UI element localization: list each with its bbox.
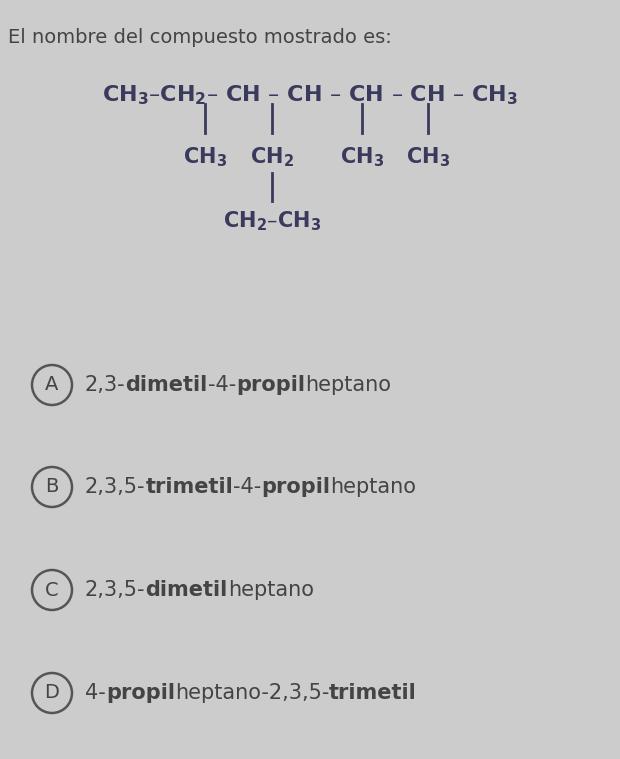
Text: $\mathbf{CH_2}$: $\mathbf{CH_2}$ bbox=[250, 145, 294, 168]
Text: trimetil: trimetil bbox=[329, 683, 417, 703]
Text: trimetil: trimetil bbox=[146, 477, 233, 497]
Text: -4-: -4- bbox=[233, 477, 262, 497]
Text: El nombre del compuesto mostrado es:: El nombre del compuesto mostrado es: bbox=[8, 28, 392, 47]
Text: propil: propil bbox=[262, 477, 330, 497]
Text: heptano: heptano bbox=[228, 580, 314, 600]
Text: -4-: -4- bbox=[208, 375, 236, 395]
Text: $\mathbf{CH_3}$: $\mathbf{CH_3}$ bbox=[183, 145, 227, 168]
Text: $\mathbf{CH_3}$: $\mathbf{CH_3}$ bbox=[340, 145, 384, 168]
Text: heptano-2,3,5-: heptano-2,3,5- bbox=[175, 683, 329, 703]
Text: heptano: heptano bbox=[305, 375, 391, 395]
Text: 2,3,5-: 2,3,5- bbox=[85, 477, 146, 497]
Text: D: D bbox=[45, 684, 60, 703]
Text: C: C bbox=[45, 581, 59, 600]
Text: 4-: 4- bbox=[85, 683, 106, 703]
Text: propil: propil bbox=[106, 683, 175, 703]
Text: 2,3-: 2,3- bbox=[85, 375, 126, 395]
Text: propil: propil bbox=[236, 375, 305, 395]
Text: dimetil: dimetil bbox=[146, 580, 228, 600]
Text: 2,3,5-: 2,3,5- bbox=[85, 580, 146, 600]
Text: A: A bbox=[45, 376, 59, 395]
Text: dimetil: dimetil bbox=[126, 375, 208, 395]
Text: heptano: heptano bbox=[330, 477, 417, 497]
Text: $\mathbf{CH_2}$–$\mathbf{CH_3}$: $\mathbf{CH_2}$–$\mathbf{CH_3}$ bbox=[223, 209, 321, 232]
Text: B: B bbox=[45, 477, 59, 496]
Text: $\mathbf{CH_3}$–$\mathbf{CH_2}$– CH – CH – CH – CH – $\mathbf{CH_3}$: $\mathbf{CH_3}$–$\mathbf{CH_2}$– CH – CH… bbox=[102, 83, 518, 107]
Text: $\mathbf{CH_3}$: $\mathbf{CH_3}$ bbox=[406, 145, 450, 168]
